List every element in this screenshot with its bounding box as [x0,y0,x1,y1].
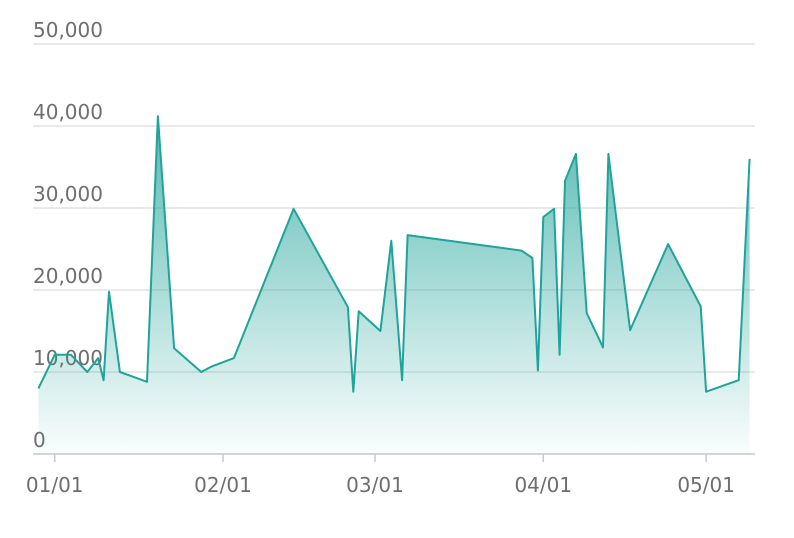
y-tick-label: 20,000 [33,264,103,288]
x-tick-label: 02/01 [194,473,252,497]
x-tick-label: 05/01 [677,473,735,497]
y-tick-label: 50,000 [33,18,103,42]
x-tick-label: 01/01 [26,473,84,497]
y-tick-label: 40,000 [33,100,103,124]
x-tick-label: 03/01 [346,473,404,497]
x-tick-label: 04/01 [514,473,572,497]
area-line [37,115,751,393]
y-tick-label: 30,000 [33,182,103,206]
